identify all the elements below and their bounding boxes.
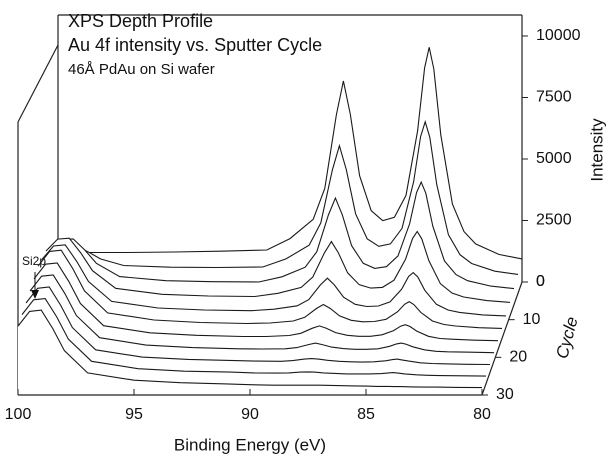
z-axis — [481, 281, 523, 396]
curve — [53, 119, 519, 275]
curve-fill — [18, 310, 482, 397]
x-tick-label: 85 — [357, 406, 375, 423]
curve — [37, 249, 503, 329]
z-tick-label: 0 — [536, 273, 545, 290]
curve — [45, 230, 511, 303]
y-tick-label: 5000 — [536, 150, 572, 167]
curve — [41, 244, 507, 317]
curve — [58, 47, 523, 260]
y-tick-label: 10000 — [536, 27, 581, 44]
chart-subtitle: Au 4f intensity vs. Sputter Cycle — [68, 35, 322, 55]
z-tick-label: 10 — [523, 311, 541, 328]
annotation-arrowhead — [31, 290, 39, 299]
annotation: Si2p — [22, 254, 46, 268]
x-tick-label: 80 — [473, 406, 491, 423]
z-axis-label: Cycle — [552, 315, 581, 361]
curve — [17, 309, 483, 389]
curve — [21, 298, 487, 377]
chart-note: 46Å PdAu on Si wafer — [68, 61, 215, 78]
x-tick-label: 90 — [241, 406, 259, 423]
y-tick-label: 2500 — [536, 212, 572, 229]
y-tick-label: 0 — [536, 273, 545, 290]
x-axis-label: Binding Energy (eV) — [174, 435, 326, 454]
chart-title: XPS Depth Profile — [68, 11, 213, 31]
curves — [17, 47, 523, 397]
curve — [33, 262, 499, 342]
z-tick-label: 30 — [496, 386, 514, 403]
y-axis-label: Intensity — [587, 118, 606, 182]
curve — [49, 180, 515, 290]
curve — [25, 286, 491, 366]
curve — [29, 274, 495, 354]
z-tick-label: 20 — [509, 349, 527, 366]
x-tick-label: 100 — [5, 406, 32, 423]
y-tick-label: 7500 — [536, 89, 572, 106]
curve-fill — [46, 231, 510, 318]
x-tick-label: 95 — [125, 406, 143, 423]
box-side — [17, 44, 59, 123]
